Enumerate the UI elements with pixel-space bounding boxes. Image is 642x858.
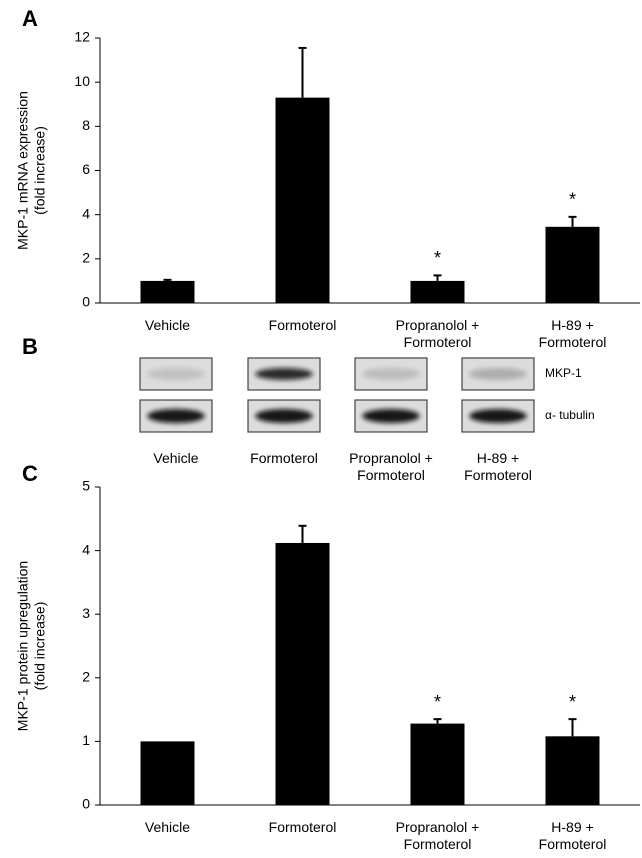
blot-band — [255, 409, 313, 423]
blot-band — [147, 368, 205, 380]
blot-row-label: MKP-1 — [545, 366, 582, 380]
y-tick-label: 10 — [74, 73, 90, 89]
bar — [275, 97, 330, 303]
bar — [545, 736, 600, 805]
x-tick-label: Vehicle — [144, 819, 191, 835]
blot-lane-label: Propranolol + Formoterol — [349, 450, 433, 483]
x-tick-label: Propranolol + Formoterol — [395, 317, 480, 350]
y-tick-label: 4 — [82, 541, 90, 557]
y-axis-label: (fold increase) — [32, 602, 48, 691]
panel-label: B — [22, 334, 38, 359]
blot-lane-label: Formoterol — [250, 450, 318, 466]
x-tick-label: H-89 + Formoterol — [538, 317, 607, 350]
significance-mark: * — [434, 692, 441, 712]
y-tick-label: 1 — [82, 732, 90, 748]
y-axis-label: (fold increase) — [32, 126, 48, 215]
significance-mark: * — [569, 692, 576, 712]
blot-lane-label: Vehicle — [153, 450, 199, 466]
blot-band — [469, 368, 527, 380]
y-tick-label: 12 — [74, 29, 90, 45]
bar — [140, 280, 195, 303]
y-axis-label: MKP-1 mRNA expression — [15, 91, 31, 250]
y-tick-label: 2 — [82, 250, 90, 266]
significance-mark: * — [434, 248, 441, 268]
x-tick-label: Propranolol + Formoterol — [395, 819, 480, 852]
y-axis-label: MKP-1 protein upregulation — [15, 561, 31, 731]
bar — [410, 280, 465, 303]
x-tick-label: Vehicle — [144, 317, 191, 333]
bar — [275, 542, 330, 805]
blot-row-label: α- tubulin — [545, 408, 595, 422]
panel-label: A — [22, 6, 38, 31]
y-tick-label: 0 — [82, 294, 90, 310]
x-tick-label: H-89 + Formoterol — [538, 819, 607, 852]
panel-label: C — [22, 461, 38, 486]
x-tick-label: Formoterol — [268, 317, 337, 333]
bar — [410, 723, 465, 805]
y-tick-label: 4 — [82, 205, 90, 221]
bar — [140, 741, 195, 805]
blot-band — [362, 368, 420, 380]
y-tick-label: 0 — [82, 796, 90, 812]
y-tick-label: 2 — [82, 669, 90, 685]
blot-band — [469, 409, 527, 423]
blot-band — [147, 409, 205, 423]
y-tick-label: 3 — [82, 605, 90, 621]
bar — [545, 226, 600, 303]
blot-lane-label: H-89 + Formoterol — [464, 450, 532, 483]
y-tick-label: 6 — [82, 161, 90, 177]
y-tick-label: 8 — [82, 117, 90, 133]
blot-band — [362, 409, 420, 423]
x-tick-label: Formoterol — [268, 819, 337, 835]
significance-mark: * — [569, 190, 576, 210]
y-tick-label: 5 — [82, 478, 90, 494]
blot-band — [255, 368, 313, 380]
